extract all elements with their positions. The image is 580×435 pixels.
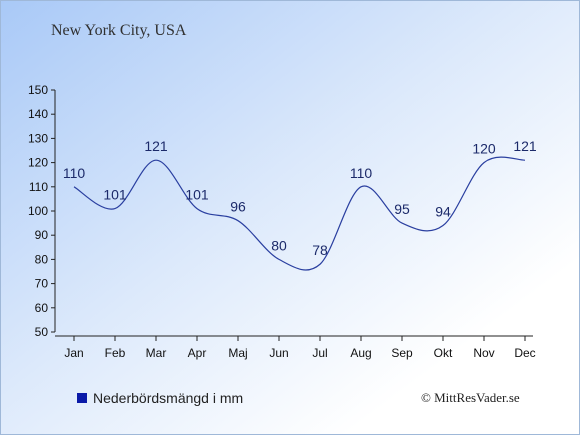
- x-tick-label: Jul: [312, 346, 327, 360]
- x-tick-label: Jan: [64, 346, 83, 360]
- x-tick-label: Apr: [188, 346, 207, 360]
- chart-axes: [54, 90, 533, 337]
- y-tick-label: 140: [28, 107, 48, 121]
- x-tick-label: Nov: [473, 346, 494, 360]
- x-tick-label: Mar: [146, 346, 167, 360]
- x-tick-label: Feb: [105, 346, 126, 360]
- legend-swatch: [77, 393, 87, 403]
- data-label: 95: [394, 201, 410, 217]
- y-tick-label: 150: [28, 83, 48, 97]
- legend-label: Nederbördsmängd i mm: [93, 390, 244, 406]
- x-tick-label: Dec: [514, 346, 535, 360]
- data-label: 94: [435, 204, 451, 220]
- legend: Nederbördsmängd i mm: [77, 390, 243, 406]
- x-tick-label: Jun: [269, 346, 288, 360]
- data-label: 101: [103, 187, 127, 203]
- chart-ticks: 50 60 70 80 90 100 110 120 130 140 150 Jan Feb Mar Apr…: [28, 83, 536, 360]
- y-tick-label: 110: [29, 180, 48, 194]
- y-tick-label: 80: [35, 252, 49, 266]
- y-tick-label: 60: [35, 301, 49, 315]
- data-label: 96: [230, 199, 246, 215]
- data-label: 110: [63, 165, 86, 181]
- data-label: 110: [350, 165, 373, 181]
- x-tick-label: Aug: [350, 346, 371, 360]
- credit-text: © MittResVader.se: [421, 390, 520, 405]
- data-labels: 110 101 121 101 96 80 78 110 95 94 120 121: [63, 138, 537, 258]
- data-label: 121: [513, 138, 537, 154]
- data-label: 120: [472, 141, 496, 157]
- y-tick-label: 100: [28, 204, 48, 218]
- y-tick-label: 120: [28, 156, 48, 170]
- series-line: [73, 156, 526, 271]
- y-tick-label: 50: [35, 325, 49, 339]
- data-label: 78: [312, 242, 328, 258]
- x-tick-label: Sep: [391, 346, 413, 360]
- y-tick-label: 90: [35, 228, 49, 242]
- chart-title: New York City, USA: [51, 22, 187, 39]
- y-tick-label: 70: [35, 277, 49, 291]
- x-tick-label: Okt: [434, 346, 453, 360]
- data-label: 121: [144, 138, 168, 154]
- data-label: 101: [185, 187, 209, 203]
- data-label: 80: [271, 237, 287, 253]
- y-tick-label: 130: [28, 131, 48, 145]
- x-tick-label: Maj: [228, 346, 247, 360]
